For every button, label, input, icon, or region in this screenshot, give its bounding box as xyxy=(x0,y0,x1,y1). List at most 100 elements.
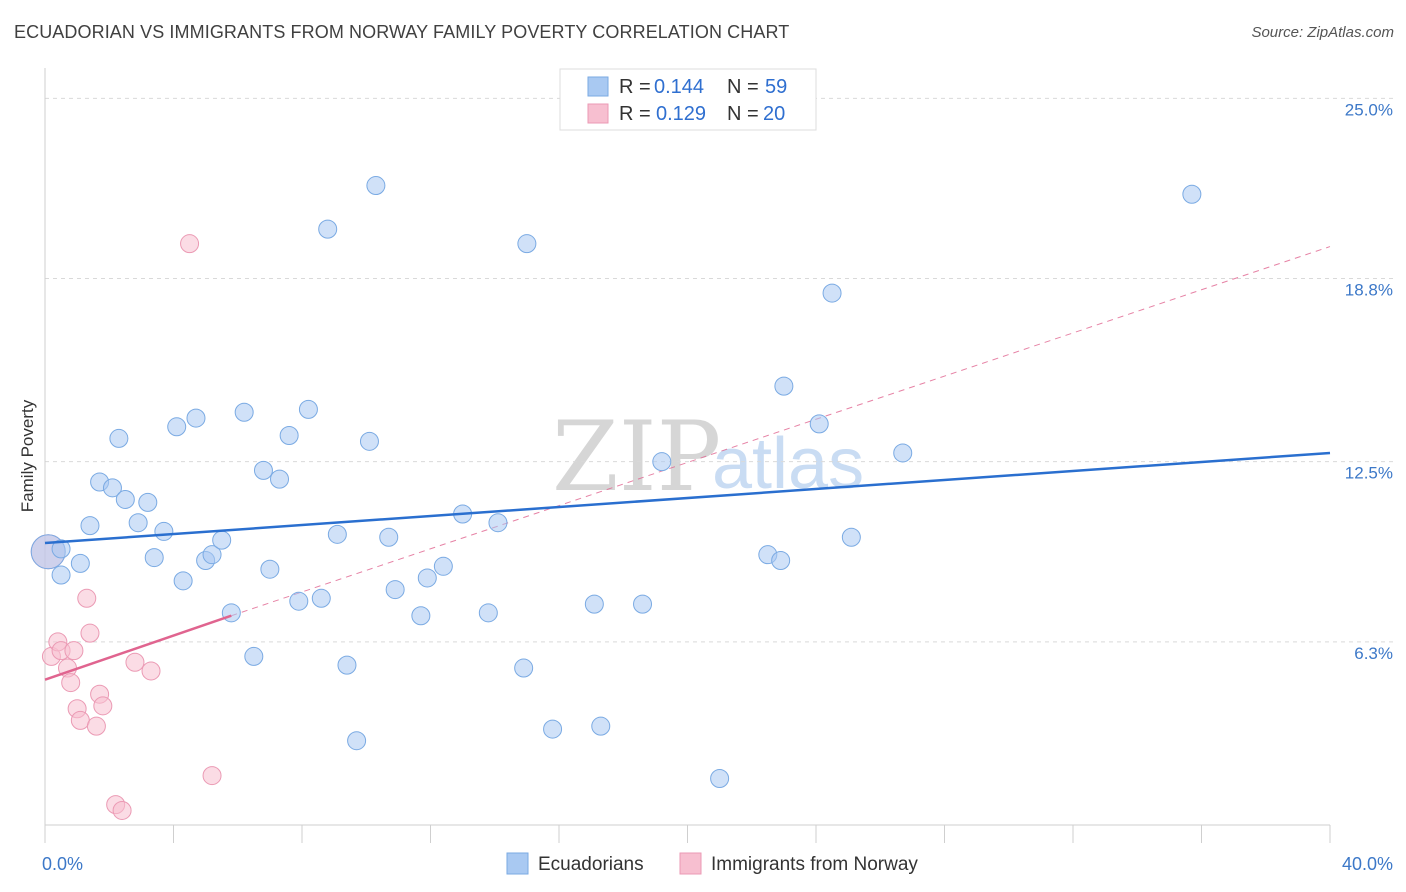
ecuadorian-point xyxy=(591,716,611,736)
bottom-legend-label-ecuadorians: Ecuadorians xyxy=(538,854,644,875)
norway-point xyxy=(125,652,145,672)
legend-r-label: R = xyxy=(619,76,651,98)
ecuadorian-point xyxy=(337,655,357,675)
ecuadorian-point xyxy=(347,731,367,751)
ecuadorian-point xyxy=(584,594,604,614)
ecuadorian-point xyxy=(514,658,534,678)
ecuadorian-point xyxy=(417,568,437,588)
ecuadorian-point xyxy=(366,176,386,196)
norway-point xyxy=(141,661,161,681)
ecuadorian-point xyxy=(128,513,148,533)
bottom-legend-label-norway: Immigrants from Norway xyxy=(711,854,918,875)
ecuadorian-point xyxy=(311,588,331,608)
legend-n-label: N = xyxy=(727,76,759,98)
ecuadorian-point xyxy=(109,428,129,448)
ecuadorian-point xyxy=(80,516,100,536)
ecuadorian-point xyxy=(841,527,861,547)
points-layer xyxy=(30,176,1331,820)
ecuadorian-point xyxy=(433,556,453,576)
ecuadorian-point xyxy=(186,408,206,428)
bottom-legend-swatch-ecuadorians xyxy=(506,852,529,875)
bottom-legend-swatch-norway xyxy=(679,852,702,875)
ecuadorian-point xyxy=(51,539,71,559)
ecuadorian-point xyxy=(115,489,135,509)
ecuadorian-point xyxy=(234,402,254,422)
ecuadorian-point xyxy=(270,469,290,489)
ecuadorian-point xyxy=(202,545,222,565)
ecuadorian-point xyxy=(774,376,794,396)
ecuadorian-point xyxy=(173,571,193,591)
axis-layer: 6.3% 12.5% 18.8% 25.0% 0.0% 40.0% xyxy=(42,68,1393,874)
ecuadorian-point xyxy=(385,580,405,600)
watermark-zip: ZIP xyxy=(552,401,721,513)
ecuadorian-point xyxy=(809,414,829,434)
ecuadorian-point xyxy=(318,219,338,239)
y-tick-label: 25.0% xyxy=(1345,100,1393,119)
ecuadorian-point xyxy=(298,399,318,419)
legend-n-value: 59 xyxy=(765,76,787,98)
ecuadorian-point xyxy=(893,443,913,463)
norway-point xyxy=(61,673,81,693)
ecuadorian-point xyxy=(212,530,232,550)
ecuadorian-point xyxy=(543,719,563,739)
ecuadorian-point xyxy=(279,426,299,446)
legend-n-label: N = xyxy=(727,103,759,125)
norway-point xyxy=(70,710,90,730)
y-tick-label: 18.8% xyxy=(1345,281,1393,300)
ecuadorian-point xyxy=(138,492,158,512)
ecuadorian-point xyxy=(478,603,498,623)
legend-row-ecuadorians: R = 0.144 N = 59 xyxy=(587,76,787,98)
ecuadorian-point xyxy=(633,594,653,614)
norway-point xyxy=(202,766,222,786)
ecuadorian-point xyxy=(144,548,164,568)
ecuadorian-point xyxy=(517,234,537,254)
ecuadorian-point xyxy=(260,559,280,579)
y-axis-label: Family Poverty xyxy=(18,399,37,512)
norway-point xyxy=(112,800,132,820)
ecuadorian-point xyxy=(167,417,187,437)
y-tick-label: 12.5% xyxy=(1345,464,1393,483)
y-tick-label: 6.3% xyxy=(1354,644,1393,663)
legend-swatch-pink xyxy=(587,103,609,124)
ecuadorian-point xyxy=(411,606,431,626)
chart-source: Source: ZipAtlas.com xyxy=(1251,24,1394,41)
watermark: ZIP atlas xyxy=(552,401,864,513)
norway-point xyxy=(64,641,84,661)
ecuadorian-point xyxy=(289,591,309,611)
bottom-legend: Ecuadorians Immigrants from Norway xyxy=(506,852,918,875)
norway-point xyxy=(80,623,100,643)
ecuadorian-point xyxy=(1182,184,1202,204)
ecuadorian-point xyxy=(822,283,842,303)
chart-title: ECUADORIAN VS IMMIGRANTS FROM NORWAY FAM… xyxy=(14,22,790,42)
ecuadorian-point xyxy=(102,478,122,498)
ecuadorian-point xyxy=(379,527,399,547)
ecuadorian-point xyxy=(359,431,379,451)
ecuadorian-point xyxy=(70,553,90,573)
ecuadorian-point xyxy=(154,521,174,541)
ecuadorian-trend-line xyxy=(44,451,1331,545)
norway-trend-line xyxy=(44,614,232,681)
ecuadorian-point xyxy=(652,452,672,472)
norway-point xyxy=(86,716,106,736)
ecuadorian-point xyxy=(327,524,347,544)
legend-swatch-blue xyxy=(587,76,609,97)
legend-r-value: 0.129 xyxy=(656,103,706,125)
legend: R = 0.144 N = 59 R = 0.129 N = 20 xyxy=(559,68,817,131)
x-tick-label: 40.0% xyxy=(1342,854,1393,874)
ecuadorian-point xyxy=(51,565,71,585)
grid-layer xyxy=(45,97,1393,643)
norway-point xyxy=(93,696,113,716)
legend-r-value: 0.144 xyxy=(654,76,704,98)
legend-row-norway: R = 0.129 N = 20 xyxy=(587,103,785,125)
ecuadorian-point xyxy=(244,646,264,666)
ecuadorian-point xyxy=(488,513,508,533)
x-tick-label: 0.0% xyxy=(42,854,83,874)
legend-n-value: 20 xyxy=(763,103,785,125)
ecuadorian-point xyxy=(771,550,791,570)
legend-r-label: R = xyxy=(619,103,651,125)
ecuadorian-point xyxy=(710,768,730,788)
norway-point xyxy=(180,234,200,254)
norway-point xyxy=(77,588,97,608)
ecuadorian-point xyxy=(253,460,273,480)
